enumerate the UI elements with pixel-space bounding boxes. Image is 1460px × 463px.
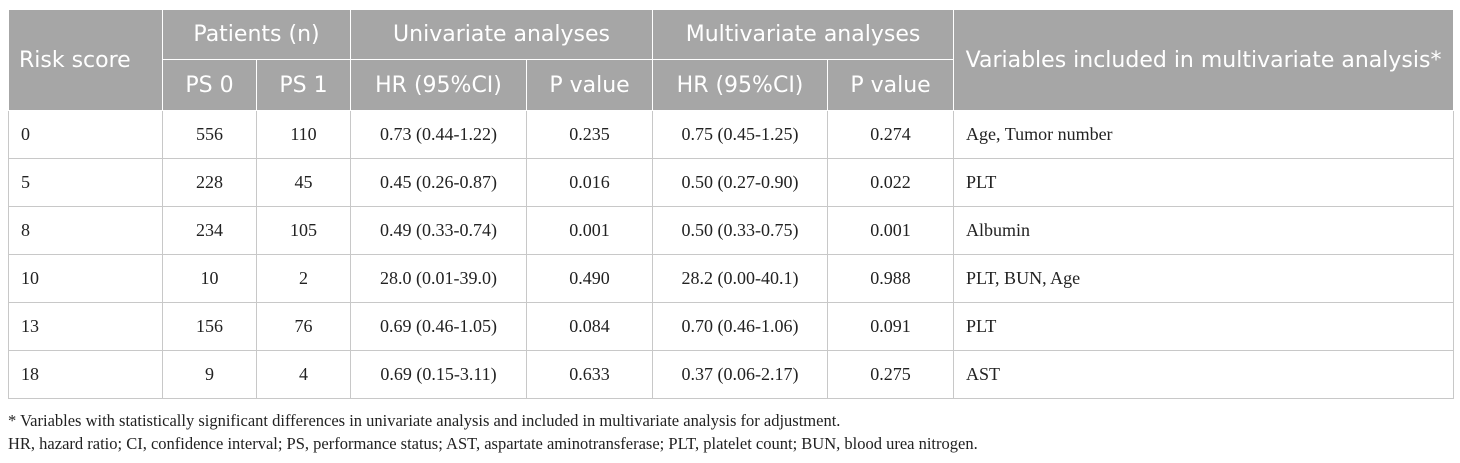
cell-uni-hr: 28.0 (0.01-39.0) xyxy=(350,254,528,303)
cell-uni-hr: 0.69 (0.15-3.11) xyxy=(350,350,528,399)
header-variables: Variables included in multivariate analy… xyxy=(953,9,1455,111)
cell-variables: PLT xyxy=(953,158,1455,207)
cell-multi-p: 0.275 xyxy=(827,350,955,399)
cell-multi-hr: 0.37 (0.06-2.17) xyxy=(652,350,829,399)
table-row: 13 156 76 0.69 (0.46-1.05) 0.084 0.70 (0… xyxy=(8,302,1455,351)
cell-multi-p: 0.091 xyxy=(827,302,955,351)
table-row: 8 234 105 0.49 (0.33-0.74) 0.001 0.50 (0… xyxy=(8,206,1455,255)
cell-risk-score: 5 xyxy=(8,158,163,207)
cell-risk-score: 10 xyxy=(8,254,163,303)
cell-variables: Albumin xyxy=(953,206,1455,255)
table-container: Risk score Patients (n) Univariate analy… xyxy=(8,9,1455,455)
table-header: Risk score Patients (n) Univariate analy… xyxy=(8,9,1455,111)
cell-multi-hr: 0.70 (0.46-1.06) xyxy=(652,302,829,351)
cell-risk-score: 8 xyxy=(8,206,163,255)
cell-multi-p: 0.988 xyxy=(827,254,955,303)
cell-ps1: 110 xyxy=(255,110,352,159)
header-univariate: Univariate analyses xyxy=(350,9,654,60)
header-ps1: PS 1 xyxy=(255,59,352,111)
cell-uni-p: 0.490 xyxy=(526,254,654,303)
header-uni-p: P value xyxy=(526,59,654,111)
table-notes: * Variables with statistically significa… xyxy=(8,409,1453,455)
cell-multi-hr: 0.75 (0.45-1.25) xyxy=(652,110,829,159)
cell-risk-score: 18 xyxy=(8,350,163,399)
cell-uni-hr: 0.69 (0.46-1.05) xyxy=(350,302,528,351)
header-multi-hr: HR (95%CI) xyxy=(652,59,829,111)
cell-variables: AST xyxy=(953,350,1455,399)
cell-uni-p: 0.235 xyxy=(526,110,654,159)
cell-multi-p: 0.022 xyxy=(827,158,955,207)
cell-uni-hr: 0.49 (0.33-0.74) xyxy=(350,206,528,255)
abbreviations-note: HR, hazard ratio; CI, confidence interva… xyxy=(8,434,978,453)
cell-risk-score: 0 xyxy=(8,110,163,159)
header-uni-hr: HR (95%CI) xyxy=(350,59,528,111)
cell-uni-hr: 0.73 (0.44-1.22) xyxy=(350,110,528,159)
cell-ps0: 156 xyxy=(162,302,257,351)
cell-multi-p: 0.274 xyxy=(827,110,955,159)
header-multivariate: Multivariate analyses xyxy=(652,9,955,60)
cell-uni-p: 0.016 xyxy=(526,158,654,207)
cell-ps1: 76 xyxy=(255,302,352,351)
table-row: 5 228 45 0.45 (0.26-0.87) 0.016 0.50 (0.… xyxy=(8,158,1455,207)
cell-variables: Age, Tumor number xyxy=(953,110,1455,159)
cell-multi-hr: 0.50 (0.27-0.90) xyxy=(652,158,829,207)
cell-ps1: 2 xyxy=(255,254,352,303)
header-multi-p: P value xyxy=(827,59,955,111)
cell-variables: PLT xyxy=(953,302,1455,351)
cell-ps1: 4 xyxy=(255,350,352,399)
cell-uni-p: 0.633 xyxy=(526,350,654,399)
cell-ps0: 10 xyxy=(162,254,257,303)
table-body: 0 556 110 0.73 (0.44-1.22) 0.235 0.75 (0… xyxy=(8,110,1455,399)
cell-ps0: 556 xyxy=(162,110,257,159)
cell-variables: PLT, BUN, Age xyxy=(953,254,1455,303)
header-ps0: PS 0 xyxy=(162,59,257,111)
table-row: 10 10 2 28.0 (0.01-39.0) 0.490 28.2 (0.0… xyxy=(8,254,1455,303)
table-row: 18 9 4 0.69 (0.15-3.11) 0.633 0.37 (0.06… xyxy=(8,350,1455,399)
cell-uni-p: 0.001 xyxy=(526,206,654,255)
cell-multi-hr: 0.50 (0.33-0.75) xyxy=(652,206,829,255)
cell-ps1: 105 xyxy=(255,206,352,255)
cell-multi-p: 0.001 xyxy=(827,206,955,255)
cell-uni-hr: 0.45 (0.26-0.87) xyxy=(350,158,528,207)
cell-ps0: 228 xyxy=(162,158,257,207)
cell-risk-score: 13 xyxy=(8,302,163,351)
risk-score-table: Risk score Patients (n) Univariate analy… xyxy=(8,9,1455,399)
footnote: * Variables with statistically significa… xyxy=(8,411,841,430)
cell-ps0: 234 xyxy=(162,206,257,255)
cell-multi-hr: 28.2 (0.00-40.1) xyxy=(652,254,829,303)
cell-ps0: 9 xyxy=(162,350,257,399)
cell-uni-p: 0.084 xyxy=(526,302,654,351)
table-row: 0 556 110 0.73 (0.44-1.22) 0.235 0.75 (0… xyxy=(8,110,1455,159)
header-risk-score: Risk score xyxy=(8,9,163,111)
header-patients: Patients (n) xyxy=(161,9,352,60)
cell-ps1: 45 xyxy=(255,158,352,207)
